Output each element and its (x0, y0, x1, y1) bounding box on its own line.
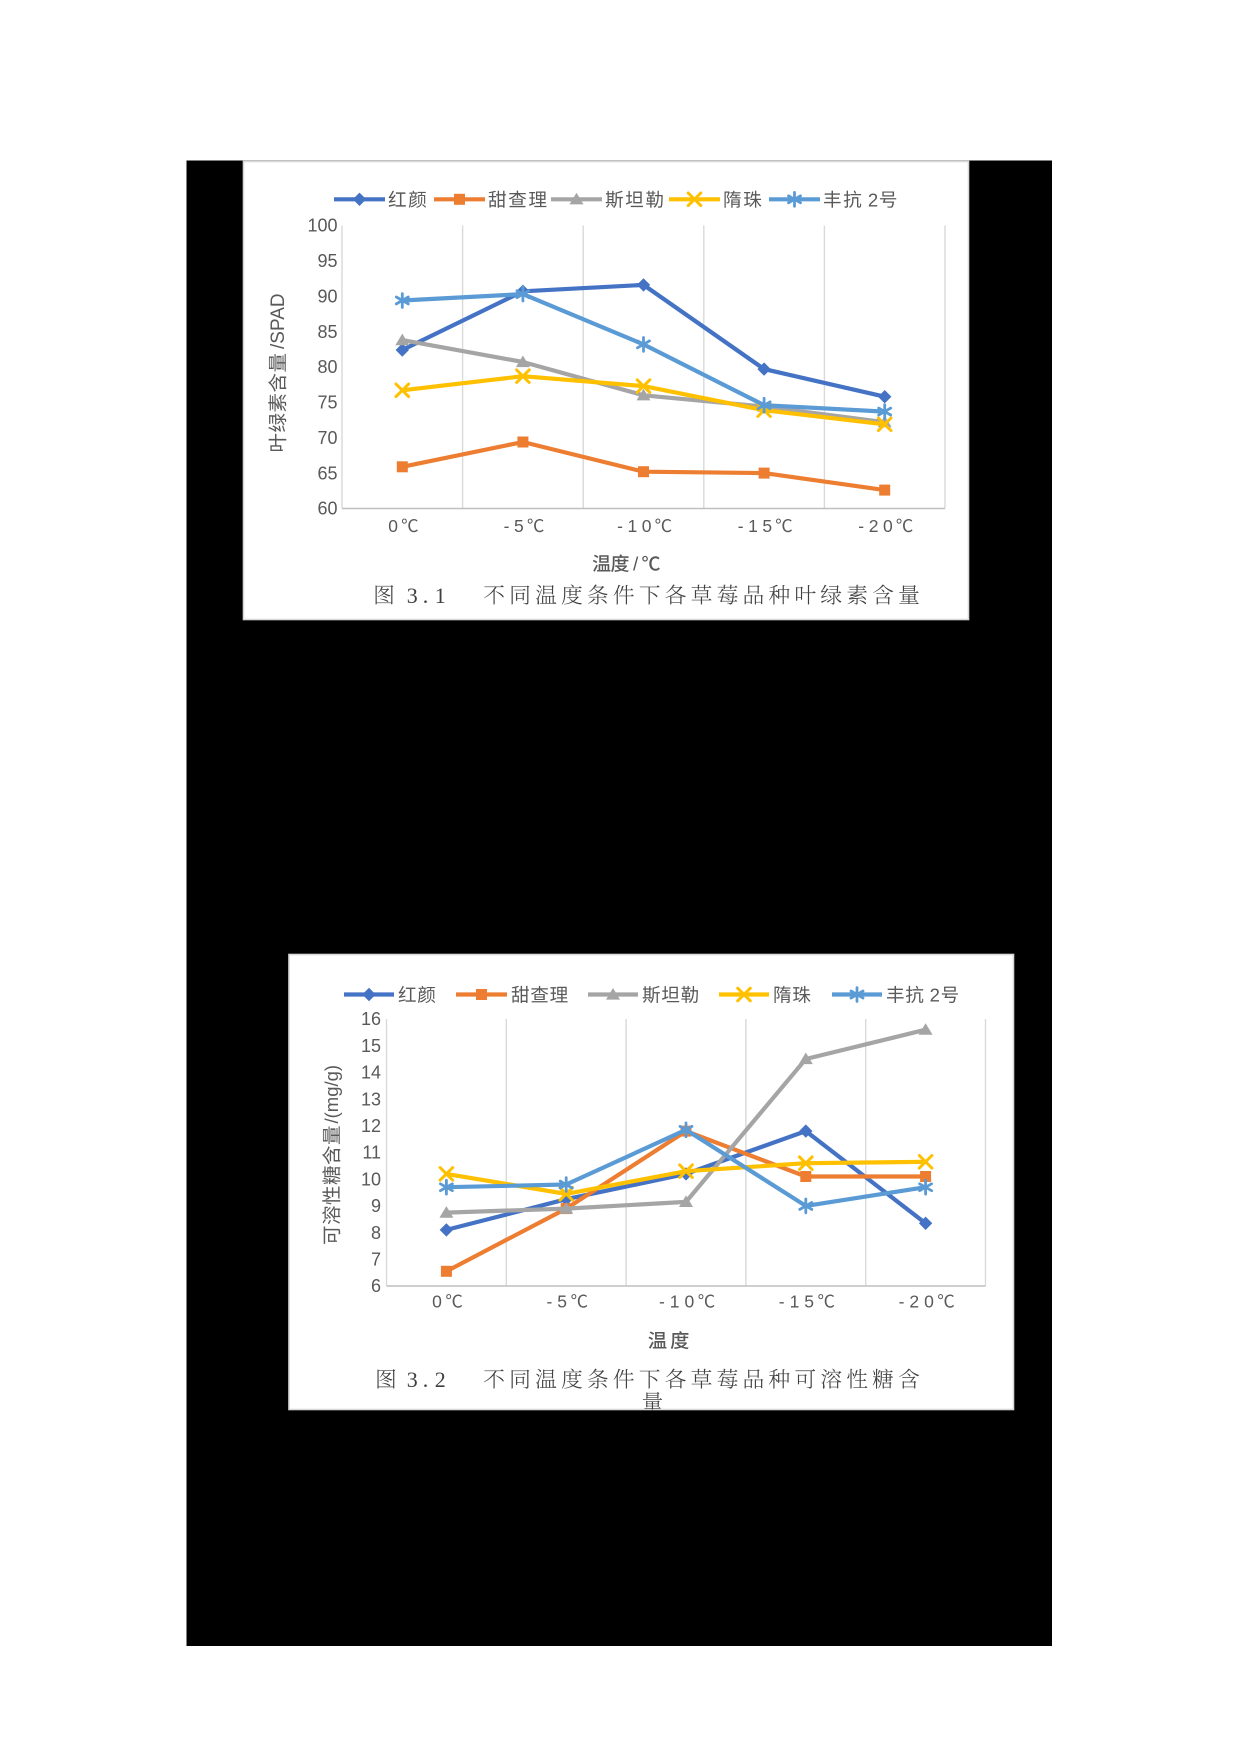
svg-text:2: 2 (930, 985, 940, 1006)
svg-text:.: . (423, 583, 429, 608)
svg-text:1: 1 (670, 1292, 680, 1312)
svg-text:0: 0 (642, 516, 652, 536)
svg-text:5: 5 (804, 1292, 814, 1312)
svg-text:16: 16 (361, 1009, 381, 1029)
svg-text:12: 12 (361, 1116, 381, 1136)
svg-text:2: 2 (869, 516, 879, 536)
svg-text:0: 0 (924, 1292, 934, 1312)
svg-text:9: 9 (371, 1196, 381, 1216)
svg-text:0: 0 (432, 1292, 442, 1312)
svg-text:0: 0 (685, 1292, 695, 1312)
svg-text:5: 5 (762, 516, 772, 536)
svg-text:11: 11 (362, 1143, 381, 1163)
svg-text:-: - (504, 516, 510, 536)
svg-text:14: 14 (361, 1063, 381, 1083)
svg-text:10: 10 (361, 1169, 381, 1189)
svg-text:0: 0 (883, 516, 893, 536)
svg-text:3: 3 (407, 1367, 418, 1392)
svg-text:1: 1 (628, 516, 638, 536)
svg-text:.: . (423, 1367, 429, 1392)
svg-text:-: - (659, 1292, 665, 1312)
svg-text:-: - (899, 1292, 905, 1312)
svg-text:1: 1 (790, 1292, 800, 1312)
svg-text:80: 80 (317, 357, 337, 377)
svg-text:2: 2 (909, 1292, 919, 1312)
svg-text:85: 85 (317, 322, 337, 342)
svg-text:75: 75 (317, 393, 337, 413)
svg-text:15: 15 (361, 1036, 381, 1056)
svg-text:-: - (738, 516, 744, 536)
svg-text:/: / (633, 555, 639, 576)
svg-text:-: - (779, 1292, 785, 1312)
svg-text:0: 0 (388, 516, 398, 536)
svg-text:/(mg/g): /(mg/g) (321, 1065, 342, 1124)
svg-text:70: 70 (317, 428, 337, 448)
svg-text:-: - (617, 516, 623, 536)
svg-text:-: - (858, 516, 864, 536)
svg-text:5: 5 (514, 516, 524, 536)
svg-text:90: 90 (317, 286, 337, 306)
svg-text:6: 6 (371, 1276, 381, 1296)
svg-text:60: 60 (317, 499, 337, 519)
svg-text:7: 7 (371, 1250, 381, 1270)
svg-text:100: 100 (307, 216, 337, 236)
svg-text:95: 95 (317, 251, 337, 271)
svg-text:1: 1 (748, 516, 758, 536)
svg-text:1: 1 (435, 583, 446, 608)
svg-text:2: 2 (868, 189, 878, 210)
svg-text:2: 2 (435, 1367, 446, 1392)
svg-text:5: 5 (557, 1292, 567, 1312)
svg-text:8: 8 (371, 1223, 381, 1243)
svg-text:65: 65 (317, 463, 337, 483)
svg-text:3: 3 (407, 583, 418, 608)
svg-text:13: 13 (361, 1089, 381, 1109)
svg-text:-: - (547, 1292, 553, 1312)
svg-text:/SPAD: /SPAD (268, 293, 289, 349)
